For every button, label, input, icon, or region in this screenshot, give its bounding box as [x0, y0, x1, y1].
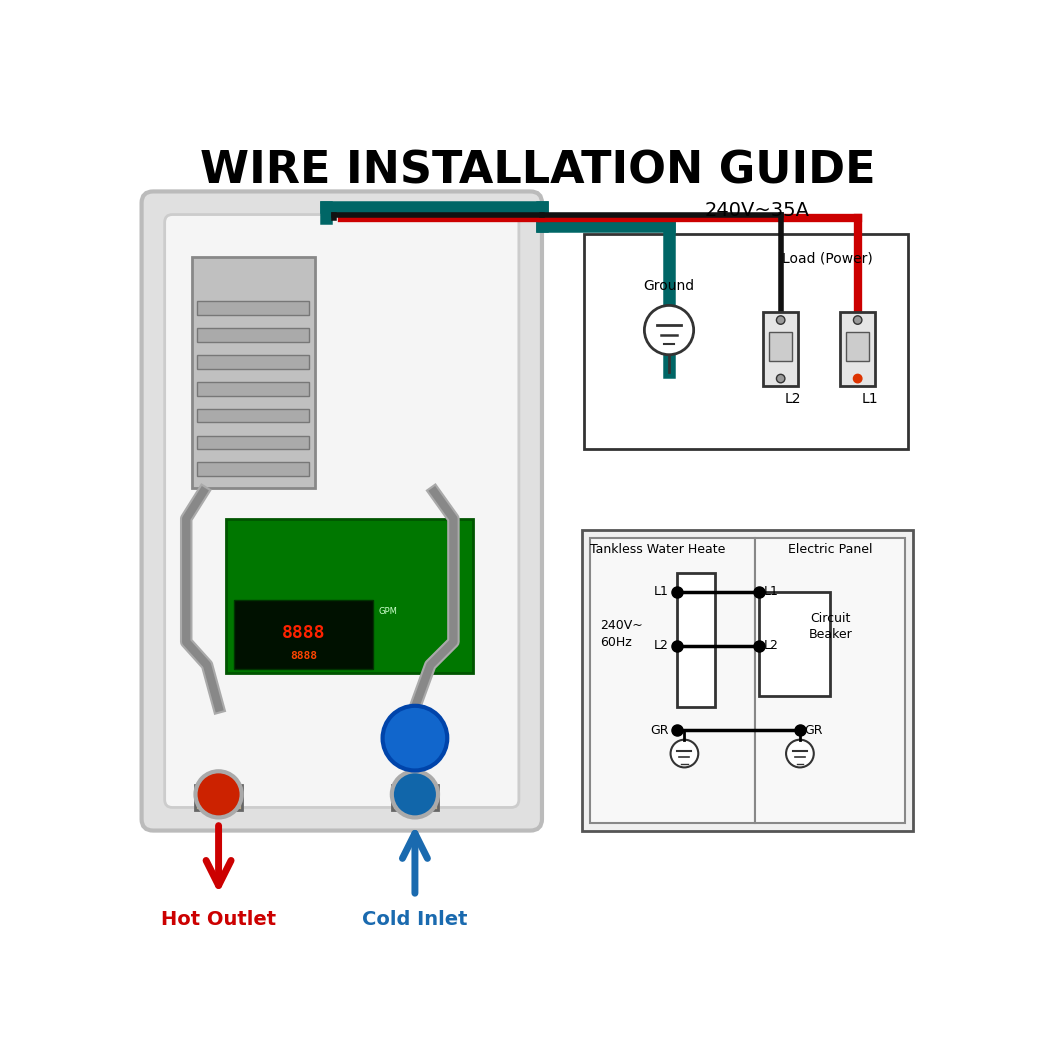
Circle shape — [671, 739, 698, 768]
Circle shape — [786, 739, 814, 768]
Text: L1: L1 — [654, 585, 669, 598]
Circle shape — [854, 316, 862, 324]
Bar — [197, 462, 310, 477]
Text: GPM: GPM — [379, 607, 397, 615]
Text: L1: L1 — [763, 585, 779, 598]
Bar — [191, 257, 315, 488]
FancyBboxPatch shape — [165, 214, 519, 807]
Circle shape — [854, 375, 862, 383]
Bar — [195, 785, 242, 810]
Text: Hot Outlet: Hot Outlet — [161, 909, 276, 928]
Text: L2: L2 — [763, 639, 779, 652]
Bar — [769, 332, 793, 361]
Bar — [197, 381, 310, 396]
Bar — [582, 530, 914, 831]
Text: 240V~
60Hz: 240V~ 60Hz — [600, 620, 643, 649]
Text: Cold Inlet: Cold Inlet — [362, 909, 467, 928]
Bar — [840, 312, 876, 386]
Bar — [197, 300, 310, 315]
Text: WIRE INSTALLATION GUIDE: WIRE INSTALLATION GUIDE — [201, 149, 876, 192]
Bar — [759, 592, 830, 696]
Text: 8888: 8888 — [281, 624, 326, 642]
Bar — [197, 328, 310, 341]
Bar — [392, 785, 438, 810]
Bar — [234, 600, 373, 669]
Circle shape — [392, 772, 438, 818]
Text: Electric Panel: Electric Panel — [789, 543, 873, 556]
Text: Tankless Water Heate: Tankless Water Heate — [590, 543, 726, 556]
Circle shape — [776, 316, 785, 324]
Text: 8888: 8888 — [290, 651, 317, 660]
Bar — [584, 234, 908, 449]
Circle shape — [645, 306, 694, 355]
Text: Circuit
Beaker: Circuit Beaker — [808, 612, 853, 640]
Bar — [677, 572, 715, 708]
Bar — [197, 436, 310, 449]
Bar — [755, 538, 905, 823]
Bar — [197, 408, 310, 422]
Text: GR: GR — [651, 723, 669, 737]
Text: Ground: Ground — [644, 279, 695, 293]
Bar — [763, 312, 798, 386]
Bar — [846, 332, 869, 361]
Bar — [226, 519, 472, 673]
Circle shape — [776, 375, 785, 383]
Circle shape — [195, 772, 242, 818]
Bar — [590, 538, 755, 823]
FancyBboxPatch shape — [142, 191, 542, 831]
Bar — [197, 355, 310, 369]
Circle shape — [382, 706, 447, 771]
Text: L1: L1 — [862, 393, 878, 406]
Text: L2: L2 — [784, 393, 801, 406]
Text: GR: GR — [804, 723, 823, 737]
Text: 240V~35A: 240V~35A — [706, 202, 811, 220]
Text: L2: L2 — [654, 639, 669, 652]
Text: Load (Power): Load (Power) — [781, 251, 873, 266]
